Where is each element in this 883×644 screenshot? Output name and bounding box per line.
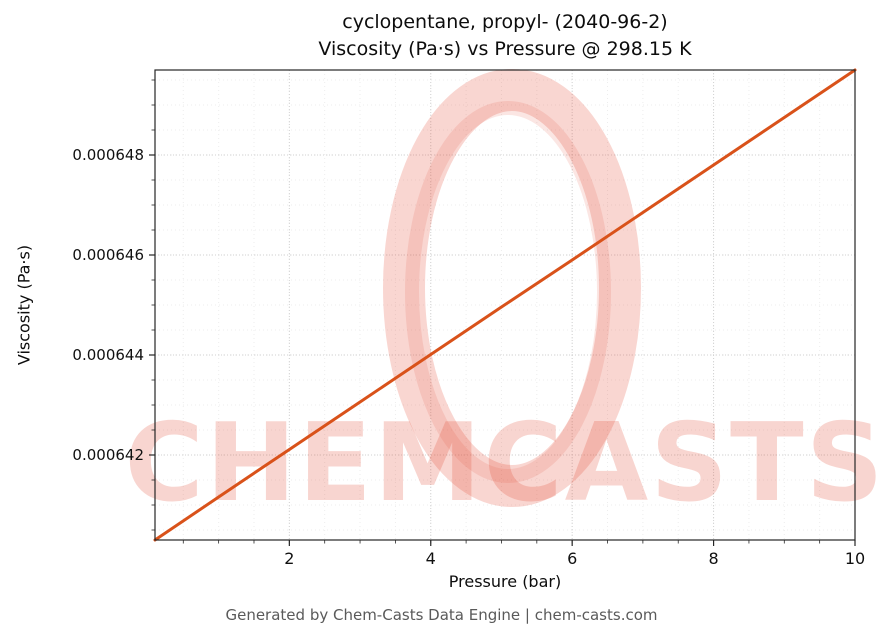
footer-credit: Generated by Chem-Casts Data Engine | ch… [225,606,658,624]
x-axis-label: Pressure (bar) [448,572,562,591]
svg-text:2: 2 [284,549,294,568]
svg-text:0.000648: 0.000648 [72,146,144,164]
tick-labels: 2 4 6 8 10 0.000642 0.000644 0.000646 0.000648 [72,146,865,568]
chart-title-line2: Viscosity (Pa·s) vs Pressure @ 298.15 K [318,38,692,60]
tick-marks [149,79,856,546]
chart-title: cyclopentane, propyl- (2040-96-2) Viscos… [155,9,855,63]
svg-text:8: 8 [708,549,718,568]
svg-text:10: 10 [845,549,865,568]
grid-minor [155,70,856,540]
svg-text:0.000644: 0.000644 [72,346,144,364]
svg-text:CHEMCASTS: CHEMCASTS [125,401,883,526]
watermark: CHEMCASTS [125,69,883,526]
data-line [153,68,857,542]
svg-text:6: 6 [567,549,577,568]
svg-text:0.000642: 0.000642 [72,446,144,464]
chart-title-line1: cyclopentane, propyl- (2040-96-2) [342,11,668,33]
svg-text:4: 4 [426,549,436,568]
svg-text:0.000646: 0.000646 [72,246,144,264]
